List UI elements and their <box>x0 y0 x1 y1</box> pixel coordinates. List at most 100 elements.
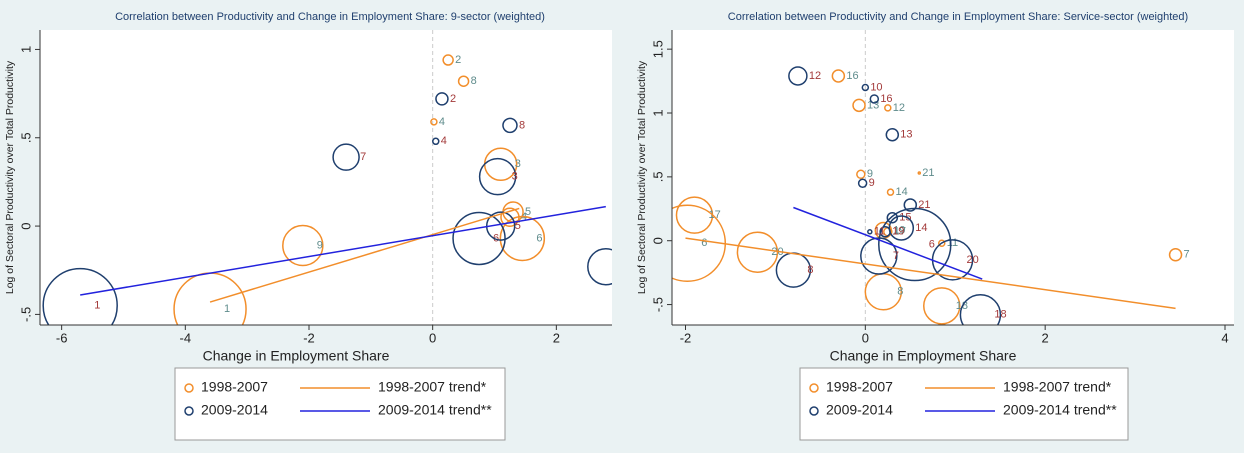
bubble <box>442 54 454 66</box>
point-label: 20 <box>771 246 783 258</box>
x-tick-label: -2 <box>303 330 315 345</box>
legend-label: 2009-2014 trend** <box>1003 402 1117 418</box>
point-label: 2 <box>455 54 461 66</box>
point-label: 12 <box>809 70 821 82</box>
point-label: 3 <box>515 158 521 170</box>
point-label: 15 <box>899 212 911 224</box>
bubble <box>878 207 952 282</box>
x-tick-label: -6 <box>56 330 68 345</box>
bubble <box>923 287 961 325</box>
point-label: 8 <box>471 75 477 87</box>
y-tick-label: .5 <box>650 171 665 182</box>
bubble <box>852 98 866 113</box>
point-label: 17 <box>708 209 720 221</box>
point-label: 12 <box>893 102 905 114</box>
trend-line <box>209 207 520 303</box>
legend-label: 1998-2007 trend* <box>1003 379 1112 395</box>
point-label: 18 <box>994 309 1006 321</box>
bubble <box>885 127 900 142</box>
point-label: 9 <box>869 177 875 189</box>
point-label: 11 <box>947 237 958 249</box>
point-label: 6 <box>493 232 499 244</box>
legend-label: 1998-2007 <box>826 379 893 395</box>
point-label: 19 <box>892 226 904 238</box>
x-axis-label: Change in Employment Share <box>830 348 1017 364</box>
point-label: 16 <box>880 93 892 105</box>
point-label: 1 <box>94 299 100 311</box>
x-tick-label: -2 <box>680 330 692 345</box>
bubble <box>435 92 449 106</box>
point-label: 1 <box>224 303 230 315</box>
bubble <box>856 169 866 180</box>
legend-label: 1998-2007 <box>201 379 268 395</box>
y-tick-label: 0 <box>650 237 665 244</box>
chart-title: Correlation between Productivity and Cha… <box>728 11 1188 23</box>
bubble <box>938 239 946 248</box>
point-label: 8 <box>519 119 525 131</box>
point-label: 7 <box>360 151 366 163</box>
x-axis-label: Change in Employment Share <box>203 348 390 364</box>
point-label: 11 <box>874 226 885 238</box>
legend-label: 2009-2014 <box>826 402 893 418</box>
x-tick-label: 2 <box>553 330 560 345</box>
bubble <box>860 237 898 275</box>
point-label: 21 <box>922 167 934 179</box>
x-tick-label: -4 <box>180 330 192 345</box>
point-label: 6 <box>929 238 935 250</box>
legend-label: 2009-2014 <box>201 402 268 418</box>
y-axis-label: Log of Sectoral Productivity over Total … <box>636 60 648 294</box>
bubble <box>452 211 506 266</box>
point-label: 6 <box>536 232 542 244</box>
bubble <box>42 267 118 325</box>
legend-marker <box>809 406 819 416</box>
y-tick-label: 1.5 <box>650 40 665 58</box>
chart-title: Correlation between Productivity and Cha… <box>115 11 545 23</box>
x-tick-label: 0 <box>429 330 436 345</box>
bubble <box>587 247 612 286</box>
point-label: 13 <box>900 129 912 141</box>
point-label: 6 <box>701 237 707 249</box>
point-label: 17 <box>894 226 906 238</box>
bubble <box>478 157 517 196</box>
plot-area <box>672 30 1234 325</box>
point-label: 16 <box>846 70 858 82</box>
legend-marker <box>184 383 194 393</box>
x-tick-label: 2 <box>1042 330 1049 345</box>
point-label: 14 <box>896 186 908 198</box>
point-label: 8 <box>897 286 903 298</box>
point-label: 21 <box>918 199 930 211</box>
bubble <box>499 215 546 262</box>
point-label: 4 <box>439 116 445 128</box>
point-label: 5 <box>525 206 531 218</box>
trend-line <box>685 237 1176 310</box>
bubble <box>903 198 918 212</box>
point-label: 8 <box>807 264 813 276</box>
y-axis-label: Log of Sectoral Productivity over Total … <box>4 60 16 294</box>
y-tick-label: 1 <box>18 46 33 53</box>
bubble <box>879 226 891 238</box>
bubble <box>332 143 360 171</box>
legend <box>174 367 506 441</box>
plot-area <box>40 30 612 325</box>
legend-marker <box>184 406 194 416</box>
bubble <box>502 117 518 134</box>
bubble <box>432 137 440 146</box>
point-label: 20 <box>967 254 979 266</box>
legend <box>799 367 1129 441</box>
bubble <box>884 104 892 112</box>
point-label: 2 <box>450 93 456 105</box>
legend-label: 1998-2007 trend* <box>378 379 487 395</box>
trend-line <box>80 205 606 296</box>
point-label: 4 <box>441 135 447 147</box>
bubble <box>867 229 873 235</box>
point-label: 3 <box>512 171 518 183</box>
point-label: 9 <box>867 168 873 180</box>
bubble <box>869 94 880 104</box>
x-tick-label: 0 <box>862 330 869 345</box>
point-label: 19 <box>893 224 905 236</box>
bubble <box>457 75 470 87</box>
point-label: 5 <box>515 220 521 232</box>
bubble <box>282 224 324 267</box>
